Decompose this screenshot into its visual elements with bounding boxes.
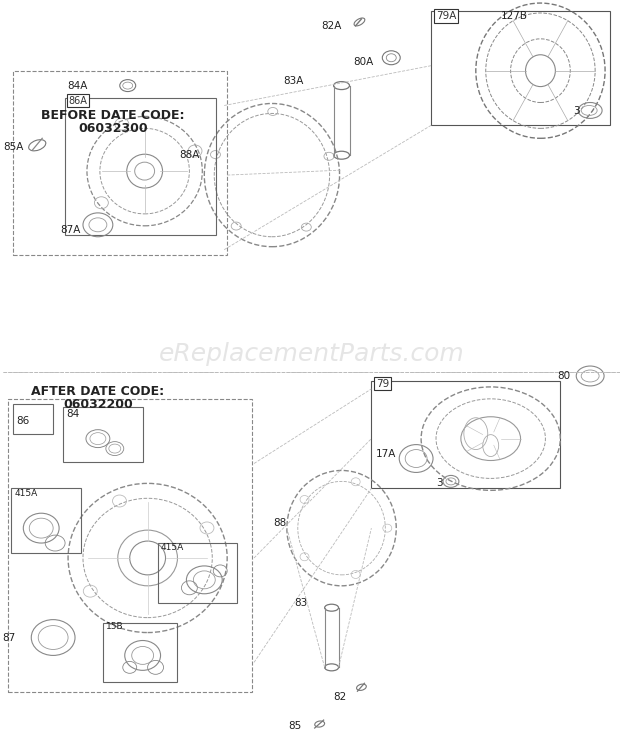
Text: 127B: 127B [501, 11, 528, 21]
Text: 84A: 84A [68, 80, 88, 91]
Text: 82: 82 [334, 692, 347, 702]
Text: 84: 84 [66, 408, 79, 419]
Text: 15B: 15B [106, 622, 123, 631]
Text: 85A: 85A [3, 142, 24, 153]
Text: 415A: 415A [161, 542, 184, 551]
Text: 82A: 82A [321, 21, 342, 31]
Text: 87: 87 [2, 632, 16, 643]
Text: 88A: 88A [179, 150, 200, 160]
Text: 06032200: 06032200 [63, 398, 133, 411]
Bar [371, 381, 560, 488]
Text: 79A: 79A [436, 11, 456, 21]
Text: 3: 3 [436, 478, 443, 488]
Text: 86: 86 [16, 416, 30, 426]
Text: 415A: 415A [14, 489, 38, 498]
Text: 83: 83 [294, 597, 308, 608]
Bar [431, 11, 610, 126]
Bar [14, 404, 53, 434]
Text: 80: 80 [557, 371, 570, 381]
Text: 83A: 83A [283, 76, 304, 86]
Text: 88: 88 [273, 518, 287, 528]
Text: eReplacementParts.com: eReplacementParts.com [159, 342, 464, 366]
Text: AFTER DATE CODE:: AFTER DATE CODE: [32, 385, 164, 398]
Text: 80A: 80A [353, 57, 373, 67]
Bar [9, 399, 252, 692]
Bar [14, 71, 227, 254]
Bar [157, 543, 237, 603]
Bar [63, 407, 143, 461]
Text: 06032300: 06032300 [78, 122, 148, 135]
Bar [11, 488, 81, 553]
Text: 3: 3 [574, 106, 580, 117]
Text: 79: 79 [376, 379, 389, 389]
Bar [65, 97, 216, 235]
Text: BEFORE DATE CODE:: BEFORE DATE CODE: [41, 109, 185, 122]
Text: 87A: 87A [61, 225, 81, 235]
Text: 85: 85 [288, 721, 302, 731]
Bar [103, 623, 177, 682]
Text: 17A: 17A [375, 449, 396, 458]
Text: 86A: 86A [69, 95, 87, 106]
